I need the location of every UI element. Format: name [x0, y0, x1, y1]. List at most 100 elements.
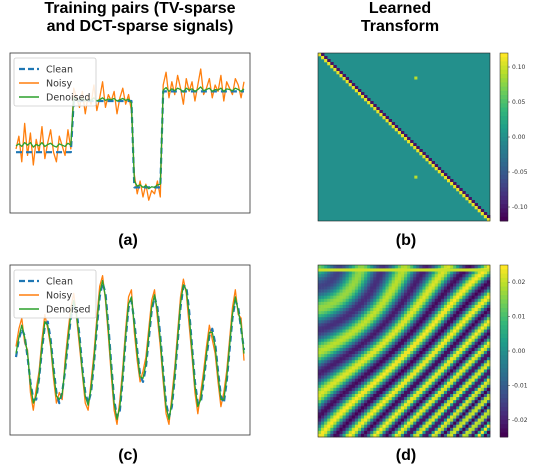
- heatmap-cell: [364, 298, 368, 303]
- caption-c: (c): [118, 447, 138, 464]
- heatmap-cell: [447, 406, 451, 410]
- heatmap-cell: [480, 265, 485, 269]
- heatmap-cell: [404, 308, 408, 312]
- heatmap-cell: [477, 292, 482, 297]
- heatmap-cell: [425, 317, 429, 321]
- heatmap-cell: [379, 311, 383, 315]
- heatmap-cell: [471, 344, 475, 349]
- heatmap-cell: [477, 363, 482, 367]
- heatmap-cell: [480, 354, 485, 358]
- heatmap-cell: [453, 286, 457, 290]
- heatmap-cell: [453, 430, 457, 435]
- heatmap-cell: [416, 347, 420, 352]
- heatmap-cell: [339, 314, 343, 318]
- heatmap-cell: [468, 433, 472, 438]
- diag-cell: [345, 80, 350, 84]
- heatmap-cell: [404, 298, 408, 303]
- heatmap-cell: [330, 397, 334, 401]
- heatmap-cell: [450, 357, 454, 361]
- heatmap-cell: [483, 387, 488, 392]
- heatmap-cell: [450, 369, 454, 373]
- heatmap-cell: [370, 403, 374, 407]
- heatmap-cell: [477, 320, 482, 324]
- heatmap-cell: [486, 372, 491, 376]
- heatmap-cell: [391, 286, 396, 290]
- heatmap-cell: [483, 372, 488, 376]
- colorbar-segment: [500, 290, 508, 296]
- heatmap-cell: [471, 400, 475, 404]
- heatmap-cell: [364, 338, 368, 343]
- heatmap-cell: [361, 397, 365, 401]
- heatmap-cell: [385, 344, 389, 349]
- heatmap-cell: [404, 357, 408, 361]
- heatmap-cell: [486, 326, 491, 330]
- heatmap-cell: [407, 289, 411, 293]
- heatmap-cell: [450, 433, 454, 438]
- heatmap-cell: [330, 357, 334, 361]
- diag-cell: [440, 173, 445, 177]
- heatmap-cell: [324, 265, 328, 269]
- heatmap-cell: [447, 314, 451, 318]
- heatmap-cell: [385, 415, 389, 419]
- heatmap-cell: [351, 326, 356, 330]
- heatmap-cell: [336, 412, 340, 416]
- heatmap-cell: [339, 347, 343, 352]
- heatmap-cell: [364, 384, 368, 389]
- heatmap-cell: [373, 265, 377, 269]
- heatmap-cell: [447, 390, 451, 395]
- colorbar-tick-label-b: -0.05: [512, 169, 528, 176]
- heatmap-cell: [373, 378, 377, 383]
- heatmap-cell: [465, 403, 469, 407]
- heatmap-cell: [416, 329, 420, 333]
- heatmap-cell: [351, 366, 356, 370]
- heatmap-cell: [391, 326, 396, 330]
- heatmap-cell: [348, 378, 353, 383]
- diag-cell: [407, 140, 411, 144]
- heatmap-cell: [447, 323, 451, 327]
- heatmap-cell: [333, 403, 337, 407]
- heatmap-cell: [450, 292, 454, 297]
- heatmap-cell: [480, 283, 485, 287]
- heatmap-cell: [465, 369, 469, 373]
- heatmap-cell: [324, 400, 328, 404]
- heatmap-cell: [450, 274, 454, 278]
- heatmap-cell: [354, 415, 359, 419]
- heatmap-cell: [437, 274, 442, 278]
- heatmap-cell: [486, 277, 491, 281]
- heatmap-cell: [333, 378, 337, 383]
- heatmap-cell: [462, 314, 466, 318]
- diag-cell: [376, 110, 380, 114]
- heatmap-cell: [486, 351, 491, 355]
- heatmap-cell: [459, 271, 463, 275]
- heatmap-cell: [480, 344, 485, 349]
- heatmap-cell: [330, 304, 334, 309]
- heatmap-cell: [428, 390, 432, 395]
- heatmap-cell: [361, 430, 365, 435]
- heatmap-cell: [431, 271, 436, 275]
- heatmap-cell: [447, 418, 451, 422]
- heatmap-cell: [357, 418, 362, 422]
- heatmap-cell: [416, 289, 420, 293]
- heatmap-cell: [453, 369, 457, 373]
- heatmap-cell: [468, 357, 472, 361]
- heatmap-cell: [462, 347, 466, 352]
- heatmap-cell: [357, 308, 362, 312]
- heatmap-cell: [453, 311, 457, 315]
- heatmap-cell: [370, 366, 374, 370]
- colorbar-tick-label-d: 0.02: [512, 279, 526, 286]
- heatmap-cell: [336, 381, 340, 386]
- heatmap-cell: [480, 424, 485, 429]
- heatmap-cell: [379, 301, 383, 306]
- heatmap-cell: [471, 390, 475, 395]
- heatmap-cell: [437, 320, 442, 324]
- heatmap-cell: [443, 375, 448, 379]
- heatmap-cell: [357, 295, 362, 300]
- heatmap-cell: [385, 390, 389, 395]
- heatmap-cell: [456, 369, 460, 373]
- heatmap-cell: [364, 295, 368, 300]
- heatmap-cell: [321, 384, 325, 389]
- heatmap-cell: [330, 400, 334, 404]
- heatmap-cell: [468, 430, 472, 435]
- heatmap-cell: [394, 430, 399, 435]
- offdiag-cell: [391, 122, 396, 126]
